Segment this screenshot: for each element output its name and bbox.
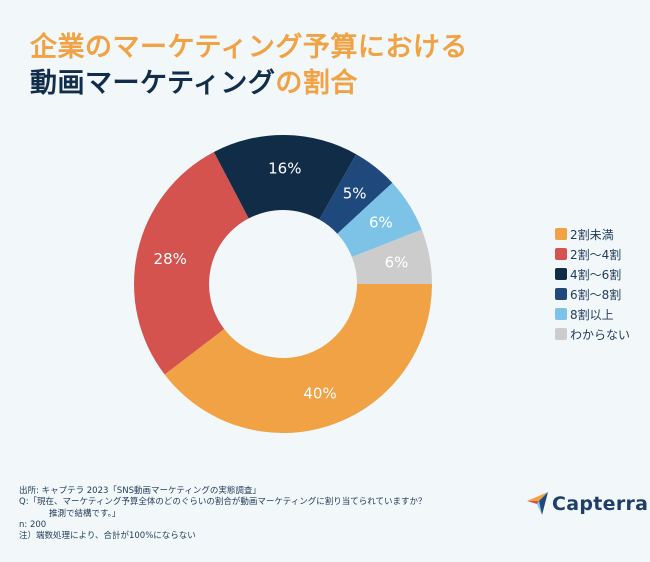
donut-slice-3 (213, 135, 357, 220)
slice-label-3: 16% (268, 160, 301, 178)
title-line-2-navy: 動画マーケティング (30, 68, 276, 99)
donut-slice-6 (351, 229, 432, 284)
rounding-note: 注）端数処理により、合計が100%にならない (19, 531, 196, 542)
legend-swatch (555, 268, 567, 280)
chart-title: 企業のマーケティング予算における 動画マーケティングの割合 (30, 30, 468, 102)
legend-label: 2割〜4割 (570, 247, 622, 262)
donut-slices (134, 135, 432, 433)
legend-item: わからない (555, 324, 630, 344)
title-line-2: 動画マーケティングの割合 (30, 66, 468, 102)
capterra-arrow-icon (527, 492, 548, 515)
question-line-2: 推測で結構です。」 (49, 508, 121, 519)
chart-footer: 出所: キャプテラ 2023「SNS動画マーケティングの実態調査」 Q:「現在、… (19, 486, 426, 542)
legend-label: 6割〜8割 (570, 287, 622, 302)
legend-swatch (555, 228, 567, 240)
legend-item: 2割未満 (555, 224, 630, 244)
logo-text: Capterra (552, 493, 649, 515)
donut-slice-4 (319, 154, 393, 234)
donut-slice-1 (164, 284, 432, 433)
legend-item: 2割〜4割 (555, 244, 630, 264)
slice-label-6: 6% (385, 254, 409, 272)
legend-item: 6割〜8割 (555, 284, 630, 304)
legend-item: 4割〜6割 (555, 264, 630, 284)
legend-swatch (555, 288, 567, 300)
slice-label-1: 40% (303, 384, 336, 402)
legend-swatch (555, 308, 567, 320)
legend-item: 8割以上 (555, 304, 630, 324)
question-line-1: Q:「現在、マーケティング予算全体のどのぐらいの割合が動画マーケティングに割り当… (19, 497, 427, 508)
slice-label-4: 5% (343, 184, 367, 202)
sample-size: n: 200 (19, 519, 47, 530)
donut-slice-2 (134, 151, 249, 375)
source-note: 出所: キャプテラ 2023「SNS動画マーケティングの実態調査」 (19, 486, 261, 496)
chart-legend: 2割未満 2割〜4割 4割〜6割 6割〜8割 8割以上わからない (555, 224, 630, 344)
capterra-logo: Capterra (527, 492, 648, 516)
legend-label: わからない (570, 327, 631, 342)
legend-label: 8割以上 (570, 307, 614, 322)
legend-label: 2割未満 (570, 227, 614, 242)
slice-label-5: 6% (369, 214, 393, 232)
legend-swatch (555, 328, 567, 340)
donut-labels: 40%28%16%5%6%6% (154, 160, 409, 403)
legend-swatch (555, 248, 567, 260)
title-line-2-orange: の割合 (275, 68, 358, 99)
title-line-1: 企業のマーケティング予算における (30, 32, 468, 63)
slice-label-2: 28% (154, 250, 187, 268)
legend-label: 4割〜6割 (570, 267, 622, 282)
donut-slice-5 (337, 182, 422, 258)
